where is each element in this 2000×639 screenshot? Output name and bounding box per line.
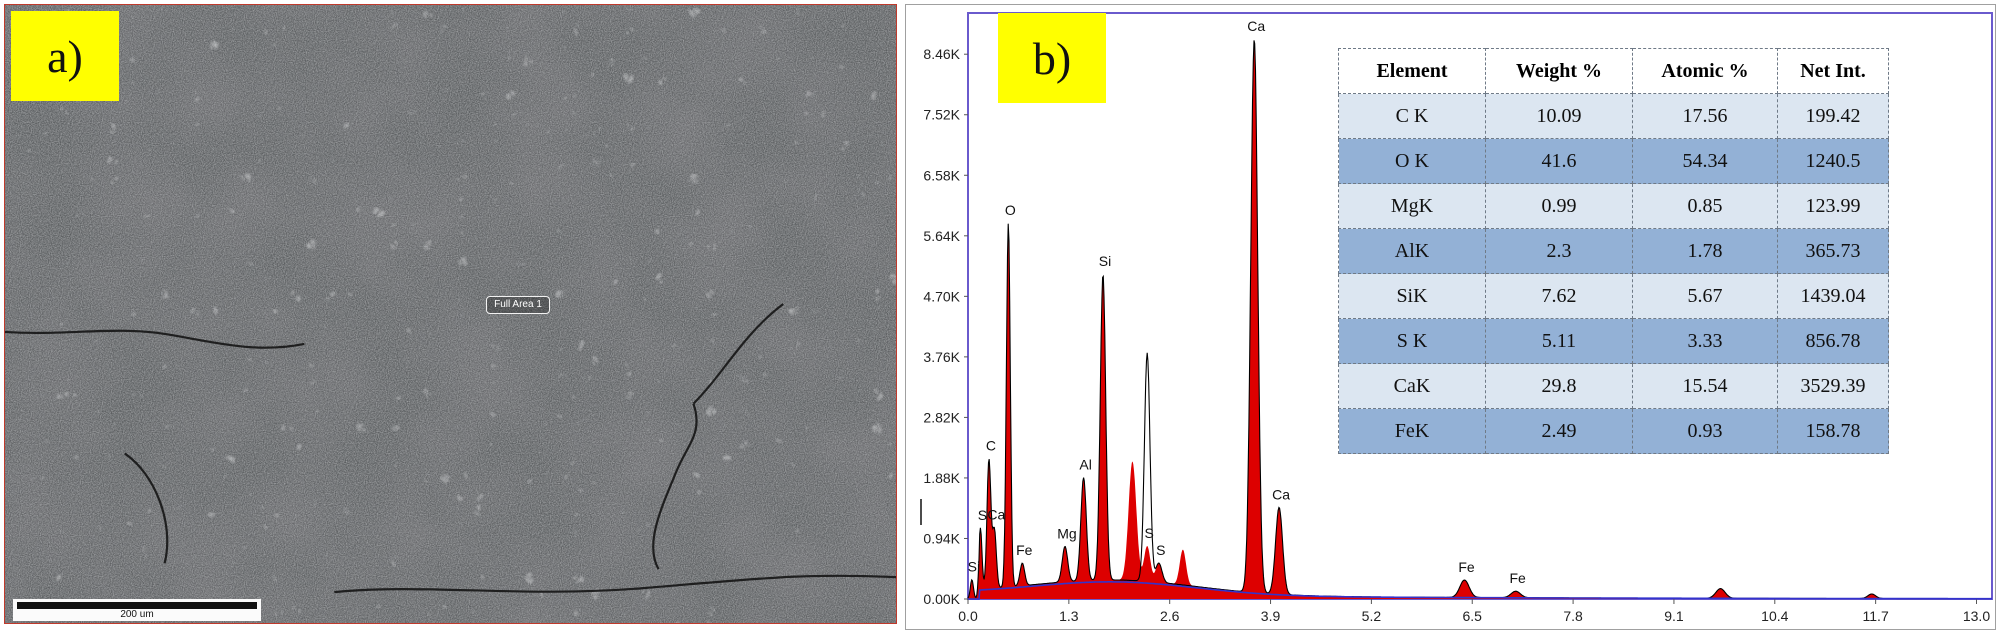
element-cell: S K	[1338, 318, 1486, 364]
column-header-weight: Weight %	[1485, 48, 1633, 94]
y-tick-label: 1.88K	[923, 470, 960, 486]
table-row: O K 41.6 54.34 1240.5	[1338, 138, 1889, 184]
weight-cell: 29.8	[1485, 363, 1633, 409]
net-int-cell: 158.78	[1777, 408, 1889, 454]
net-int-cell: 1240.5	[1777, 138, 1889, 184]
net-int-cell: 365.73	[1777, 228, 1889, 274]
y-tick-label: 7.52K	[923, 107, 960, 123]
x-tick-label: 13.0	[1963, 608, 1990, 624]
peak-label-fe: Fe	[1016, 542, 1033, 558]
x-tick-label: 2.6	[1160, 608, 1180, 624]
column-header-atomic: Atomic %	[1632, 48, 1778, 94]
y-tick-label: 2.82K	[923, 409, 960, 425]
y-tick-label: 4.70K	[923, 288, 960, 304]
peak-label-si: Si	[1099, 253, 1111, 269]
x-tick-label: 10.4	[1761, 608, 1788, 624]
element-cell: CaK	[1338, 363, 1486, 409]
peak-label-ca: Ca	[1272, 486, 1290, 502]
peak-label-s: S	[978, 507, 987, 523]
element-cell: C K	[1338, 93, 1486, 139]
table-row: C K 10.09 17.56 199.42	[1338, 93, 1889, 139]
element-cell: AlK	[1338, 228, 1486, 274]
spectrum-series	[967, 40, 1992, 600]
y-tick-label: 0.94K	[923, 530, 960, 546]
peak-label-al: Al	[1079, 457, 1091, 473]
scale-bar-label: 200 um	[120, 609, 154, 620]
table-row: FeK 2.49 0.93 158.78	[1338, 408, 1889, 454]
y-tick-label: 5.64K	[923, 228, 960, 244]
element-cell: FeK	[1338, 408, 1486, 454]
eds-spectrum-panel: 0.00K 0.94K 1.88K 2.82K 3.76K 4.70K 5.64K 6.58K…	[905, 4, 1996, 630]
y-tick-label: 8.46K	[923, 46, 960, 62]
weight-cell: 7.62	[1485, 273, 1633, 319]
x-tick-label: 1.3	[1059, 608, 1079, 624]
sem-image	[5, 5, 896, 623]
weight-cell: 10.09	[1485, 93, 1633, 139]
x-tick-label: 6.5	[1463, 608, 1483, 624]
y-tick-label: 3.76K	[923, 349, 960, 365]
element-cell: SiK	[1338, 273, 1486, 319]
atomic-cell: 15.54	[1632, 363, 1778, 409]
full-area-tag: Full Area 1	[486, 296, 550, 314]
scale-bar: 200 um	[13, 599, 261, 621]
panel-b-label: b)	[998, 13, 1106, 103]
column-header-net-int: Net Int.	[1777, 48, 1889, 94]
weight-cell: 0.99	[1485, 183, 1633, 229]
background-line	[968, 580, 1992, 600]
x-tick-label: 0.0	[958, 608, 978, 624]
x-tick-label: 11.7	[1863, 608, 1889, 624]
net-int-cell: 199.42	[1777, 93, 1889, 139]
weight-cell: 41.6	[1485, 138, 1633, 184]
y-axis: 0.00K 0.94K 1.88K 2.82K 3.76K 4.70K 5.64K 6.58K…	[920, 12, 1993, 607]
net-int-cell: 856.78	[1777, 318, 1889, 364]
net-int-cell: 123.99	[1777, 183, 1889, 229]
atomic-cell: 54.34	[1632, 138, 1778, 184]
crack-lines	[5, 303, 896, 594]
composition-table: Element Weight % Atomic % Net Int. C K 1…	[1338, 48, 1889, 454]
x-axis: 0.0 1.3 2.6 3.9 5.2 6.5 7.8 9.1 10.4 11.7 13.0	[958, 599, 1990, 624]
element-cell: MgK	[1338, 183, 1486, 229]
atomic-cell: 1.78	[1632, 228, 1778, 274]
y-tick-label: 0.00K	[923, 591, 960, 607]
net-int-cell: 3529.39	[1777, 363, 1889, 409]
peak-label-o: O	[1005, 202, 1016, 218]
column-header-element: Element	[1338, 48, 1486, 94]
eds-spectrum-chart: 0.00K 0.94K 1.88K 2.82K 3.76K 4.70K 5.64K 6.58K…	[920, 12, 1993, 624]
peak-label-fe: Fe	[1458, 559, 1475, 575]
peak-label-ca: Ca	[1247, 18, 1265, 34]
weight-cell: 5.11	[1485, 318, 1633, 364]
peak-label-si: Si	[968, 559, 980, 575]
atomic-cell: 5.67	[1632, 273, 1778, 319]
net-int-cell: 1439.04	[1777, 273, 1889, 319]
sem-micrograph-panel: a) Full Area 1 200 um	[4, 4, 897, 624]
panel-a-label: a)	[11, 11, 119, 101]
atomic-cell: 0.85	[1632, 183, 1778, 229]
table-row: CaK 29.8 15.54 3529.39	[1338, 363, 1889, 409]
table-row: S K 5.11 3.33 856.78	[1338, 318, 1889, 364]
atomic-cell: 0.93	[1632, 408, 1778, 454]
atomic-cell: 3.33	[1632, 318, 1778, 364]
table-header-row: Element Weight % Atomic % Net Int.	[1338, 48, 1889, 94]
peak-label-fe: Fe	[1510, 570, 1527, 586]
peak-label-s: S	[1145, 525, 1154, 541]
table-row: AlK 2.3 1.78 365.73	[1338, 228, 1889, 274]
scale-bar-line	[17, 602, 257, 609]
element-cell: O K	[1338, 138, 1486, 184]
peak-label-ca: Ca	[987, 507, 1005, 523]
table-row: MgK 0.99 0.85 123.99	[1338, 183, 1889, 229]
peak-label-c: C	[986, 437, 996, 453]
x-tick-label: 5.2	[1362, 608, 1382, 624]
weight-cell: 2.49	[1485, 408, 1633, 454]
x-tick-label: 9.1	[1664, 608, 1684, 624]
peak-label-mg: Mg	[1057, 525, 1076, 541]
weight-cell: 2.3	[1485, 228, 1633, 274]
table-row: SiK 7.62 5.67 1439.04	[1338, 273, 1889, 319]
y-tick-label: 6.58K	[923, 167, 960, 183]
x-tick-label: 7.8	[1563, 608, 1583, 624]
x-tick-label: 3.9	[1261, 608, 1281, 624]
atomic-cell: 17.56	[1632, 93, 1778, 139]
peak-label-s: S	[1156, 542, 1165, 558]
